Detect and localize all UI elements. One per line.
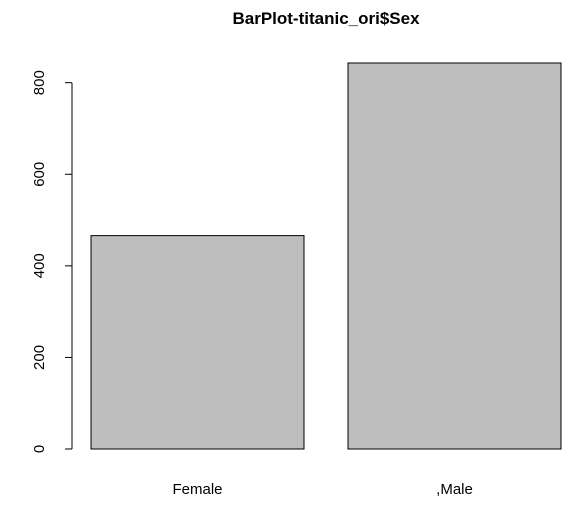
x-axis-labels: Female ,Male: [172, 481, 472, 498]
y-tick-label: 600: [31, 162, 48, 187]
y-tick-label: 0: [31, 445, 48, 453]
bars-group: [90, 62, 562, 450]
y-tick-label: 400: [31, 253, 48, 278]
x-category-label: ,Male: [436, 481, 473, 498]
bar-0: [90, 235, 305, 450]
y-axis: 0 200 400 600 800: [31, 70, 73, 453]
bar-1: [347, 62, 562, 450]
y-tick-label: 200: [31, 345, 48, 370]
y-tick-label: 800: [31, 70, 48, 95]
chart-title: BarPlot-titanic_ori$Sex: [232, 9, 420, 28]
x-category-label: Female: [172, 481, 222, 498]
